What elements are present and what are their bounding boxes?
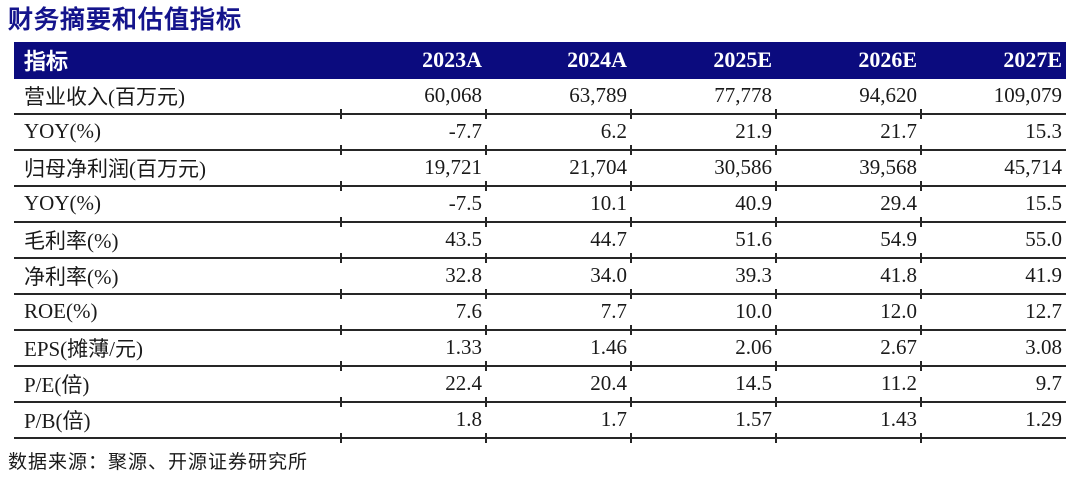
cell-value: 2.67 <box>776 329 922 370</box>
cell-value: 39.3 <box>631 257 777 298</box>
cell-value: 20.4 <box>486 365 632 406</box>
table-row: YOY(%) -7.7 6.2 21.9 21.7 15.3 <box>14 113 1066 154</box>
col-header-2024a: 2024A <box>486 41 631 79</box>
cell-value: 60,068 <box>341 78 487 119</box>
table-row: 净利率(%) 32.8 34.0 39.3 41.8 41.9 <box>14 257 1066 298</box>
cell-value: 94,620 <box>776 78 922 119</box>
cell-value: 34.0 <box>486 257 632 298</box>
cell-value: 43.5 <box>341 221 487 262</box>
col-header-2026e: 2026E <box>776 41 921 79</box>
cell-value: 21,704 <box>486 149 632 190</box>
cell-value: -7.7 <box>341 113 487 154</box>
row-label-revenue: 营业收入(百万元) <box>14 78 342 119</box>
cell-value: 1.57 <box>631 401 777 442</box>
table-header-row: 指标 2023A 2024A 2025E 2026E 2027E <box>14 41 1066 79</box>
financial-summary-table: 指标 2023A 2024A 2025E 2026E 2027E 营业收入(百万… <box>14 41 1066 442</box>
data-source: 数据来源：聚源、开源证券研究所 <box>8 451 309 473</box>
cell-value: 1.46 <box>486 329 632 370</box>
cell-value: 1.7 <box>486 401 632 442</box>
cell-value: 1.33 <box>341 329 487 370</box>
cell-value: 7.7 <box>486 293 632 334</box>
cell-value: 41.9 <box>921 257 1066 295</box>
cell-value: 10.0 <box>631 293 777 334</box>
cell-value: 51.6 <box>631 221 777 262</box>
cell-value: 15.5 <box>921 185 1066 223</box>
table-row: P/B(倍) 1.8 1.7 1.57 1.43 1.29 <box>14 401 1066 442</box>
cell-value: 7.6 <box>341 293 487 334</box>
cell-value: 12.0 <box>776 293 922 334</box>
cell-value: 22.4 <box>341 365 487 406</box>
cell-value: 1.8 <box>341 401 487 442</box>
cell-value: 15.3 <box>921 113 1066 151</box>
cell-value: 21.9 <box>631 113 777 154</box>
cell-value: 2.06 <box>631 329 777 370</box>
table-row: YOY(%) -7.5 10.1 40.9 29.4 15.5 <box>14 185 1066 226</box>
row-label-net-margin: 净利率(%) <box>14 257 342 298</box>
cell-value: 12.7 <box>921 293 1066 331</box>
cell-value: 109,079 <box>921 78 1066 115</box>
cell-value: 11.2 <box>776 365 922 406</box>
cell-value: 40.9 <box>631 185 777 226</box>
cell-value: 44.7 <box>486 221 632 262</box>
cell-value: 19,721 <box>341 149 487 190</box>
cell-value: 1.43 <box>776 401 922 442</box>
cell-value: 77,778 <box>631 78 777 119</box>
cell-value: 54.9 <box>776 221 922 262</box>
row-label-pb: P/B(倍) <box>14 401 342 442</box>
col-header-2023a: 2023A <box>341 41 486 79</box>
cell-value: 32.8 <box>341 257 487 298</box>
row-label-gross-margin: 毛利率(%) <box>14 221 342 262</box>
row-label-net-profit: 归母净利润(百万元) <box>14 149 342 190</box>
cell-value: 21.7 <box>776 113 922 154</box>
row-label-eps: EPS(摊薄/元) <box>14 329 342 370</box>
col-header-2027e: 2027E <box>921 41 1066 79</box>
cell-value: 41.8 <box>776 257 922 298</box>
cell-value: 39,568 <box>776 149 922 190</box>
table-row: 营业收入(百万元) 60,068 63,789 77,778 94,620 10… <box>14 78 1066 119</box>
table-row: ROE(%) 7.6 7.7 10.0 12.0 12.7 <box>14 293 1066 334</box>
cell-value: 3.08 <box>921 329 1066 367</box>
cell-value: 63,789 <box>486 78 632 119</box>
row-label-revenue-yoy: YOY(%) <box>14 113 342 154</box>
col-header-metric: 指标 <box>14 41 341 79</box>
cell-value: 55.0 <box>921 221 1066 259</box>
cell-value: 10.1 <box>486 185 632 226</box>
row-label-pe: P/E(倍) <box>14 365 342 406</box>
cell-value: -7.5 <box>341 185 487 226</box>
cell-value: 6.2 <box>486 113 632 154</box>
row-label-roe: ROE(%) <box>14 293 342 334</box>
cell-value: 30,586 <box>631 149 777 190</box>
page-title: 财务摘要和估值指标 <box>8 7 243 34</box>
table-row: 归母净利润(百万元) 19,721 21,704 30,586 39,568 4… <box>14 149 1066 190</box>
cell-value: 45,714 <box>921 149 1066 187</box>
table-row: EPS(摊薄/元) 1.33 1.46 2.06 2.67 3.08 <box>14 329 1066 370</box>
col-header-2025e: 2025E <box>631 41 776 79</box>
row-label-net-profit-yoy: YOY(%) <box>14 185 342 226</box>
table-row: P/E(倍) 22.4 20.4 14.5 11.2 9.7 <box>14 365 1066 406</box>
table-row: 毛利率(%) 43.5 44.7 51.6 54.9 55.0 <box>14 221 1066 262</box>
cell-value: 9.7 <box>921 365 1066 403</box>
cell-value: 14.5 <box>631 365 777 406</box>
cell-value: 1.29 <box>921 401 1066 439</box>
cell-value: 29.4 <box>776 185 922 226</box>
